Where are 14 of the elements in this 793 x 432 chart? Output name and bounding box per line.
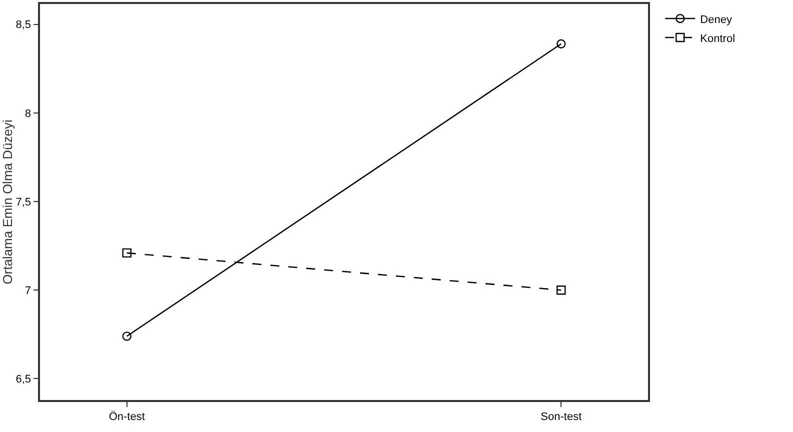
point bbox=[122, 248, 132, 258]
x-tick-label: Son-test bbox=[540, 410, 582, 423]
legend-label: Deney bbox=[700, 14, 732, 26]
point bbox=[556, 286, 566, 295]
legend-label: Kontrol bbox=[700, 32, 736, 45]
y-tick-label: 7,5 bbox=[16, 196, 32, 208]
y-axis-title: Ortalama Emin Olma Düzeyi bbox=[0, 120, 15, 284]
x-tick-label: Ön-test bbox=[108, 410, 145, 423]
point bbox=[122, 332, 132, 341]
y-tick-label: 7 bbox=[24, 285, 32, 297]
y-tick-label: 8,5 bbox=[16, 19, 32, 32]
y-tick-label: 6,5 bbox=[16, 374, 32, 386]
y-tick-label: 8 bbox=[24, 108, 32, 120]
point bbox=[556, 39, 566, 48]
